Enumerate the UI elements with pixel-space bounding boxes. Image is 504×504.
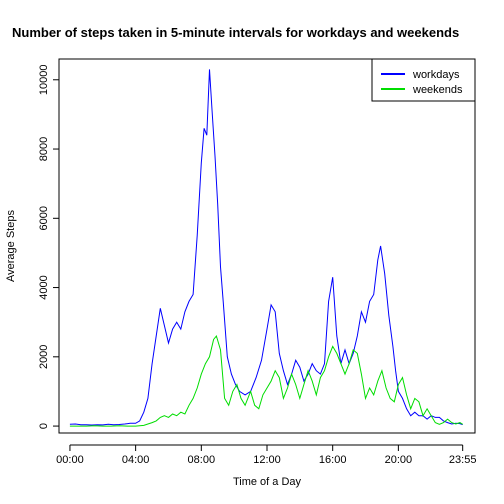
y-tick-label: 2000	[38, 345, 50, 369]
legend-label-workdays: workdays	[412, 69, 460, 81]
plot-frame	[58, 58, 476, 434]
y-tick-label: 4000	[38, 275, 50, 299]
y-tick-label: 10000	[38, 64, 50, 95]
y-tick-label: 8000	[38, 137, 50, 161]
x-tick-label: 16:00	[319, 454, 347, 466]
y-axis: 0 2000 4000 6000 8000 10000	[38, 64, 59, 429]
x-axis: 00:00 04:00 08:00 12:00 16:00 20:00 23:55	[56, 444, 477, 466]
series-line-weekends	[69, 334, 463, 427]
y-tick-label: 6000	[38, 206, 50, 230]
series-line-workdays	[69, 69, 463, 426]
x-tick-label: 20:00	[385, 454, 413, 466]
chart-title: Number of steps taken in 5-minute interv…	[12, 25, 459, 40]
x-tick-label: 12:00	[253, 454, 281, 466]
x-tick-label: 23:55	[449, 454, 477, 466]
x-tick-label: 08:00	[188, 454, 216, 466]
series-layer	[69, 69, 463, 427]
legend: workdays weekends	[371, 58, 476, 102]
x-tick-label: 00:00	[56, 454, 84, 466]
x-tick-label: 04:00	[122, 454, 150, 466]
x-axis-label: Time of a Day	[233, 476, 302, 488]
y-tick-label: 0	[38, 423, 50, 429]
y-axis-label: Average Steps	[5, 210, 17, 282]
legend-label-weekends: weekends	[412, 84, 463, 96]
legend-box	[371, 58, 476, 102]
